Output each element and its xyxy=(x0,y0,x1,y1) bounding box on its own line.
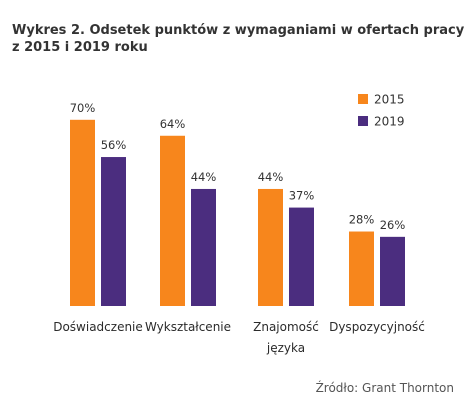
data-label-2019-1: 44% xyxy=(191,170,217,184)
chart-title-line-1: Wykres 2. Odsetek punktów z wymaganiami … xyxy=(12,23,465,38)
data-label-2019-2: 37% xyxy=(289,189,315,203)
category-label-2-line-1: języka xyxy=(266,341,305,355)
data-label-2019-3: 26% xyxy=(380,218,406,232)
bar-2015-1 xyxy=(160,135,185,306)
bar-2015-0 xyxy=(70,119,95,306)
data-label-2015-1: 64% xyxy=(160,117,186,131)
category-label-1: Wykształcenie xyxy=(145,320,231,334)
chart-title-line-2: z 2015 i 2019 roku xyxy=(12,40,148,55)
data-label-2015-0: 70% xyxy=(70,101,96,115)
legend-label-2019: 2019 xyxy=(374,115,405,129)
bar-2015-2 xyxy=(258,188,283,306)
bar-2015-3 xyxy=(349,231,374,306)
data-label-2015-3: 28% xyxy=(349,213,375,227)
category-label-3: Dyspozycyjność xyxy=(329,320,425,334)
category-label-2-line-0: Znajomość xyxy=(253,320,319,334)
chart-title: Wykres 2. Odsetek punktów z wymaganiami … xyxy=(12,22,465,56)
legend-swatch-2015 xyxy=(358,94,368,104)
bar-2019-1 xyxy=(191,188,216,306)
bar-2019-3 xyxy=(380,236,405,306)
legend-swatch-2019 xyxy=(358,116,368,126)
source-note: Źródło: Grant Thornton xyxy=(315,381,454,395)
category-label-0: Doświadczenie xyxy=(53,320,143,334)
data-label-2019-0: 56% xyxy=(101,138,127,152)
bar-2019-2 xyxy=(289,207,314,306)
legend-label-2015: 2015 xyxy=(374,93,405,107)
bar-2019-0 xyxy=(101,157,126,306)
data-label-2015-2: 44% xyxy=(258,170,284,184)
